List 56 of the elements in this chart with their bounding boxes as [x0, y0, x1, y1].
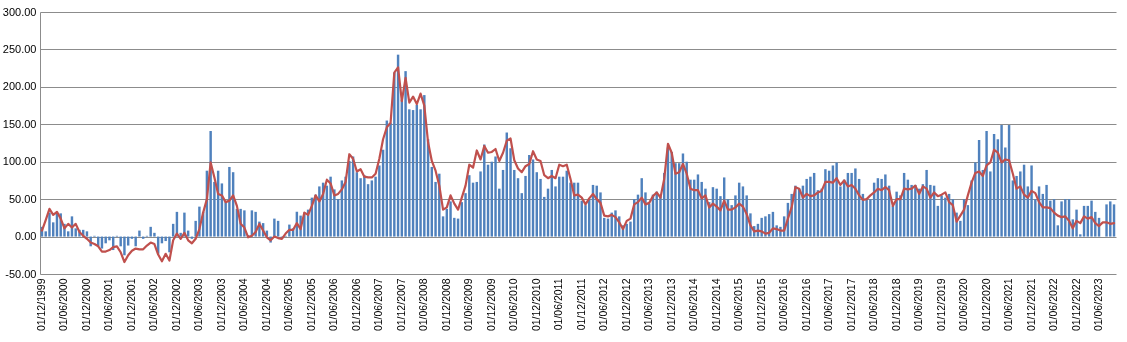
- x-tick-label: 01/12/2011: [574, 278, 587, 331]
- y-tick-label: 200.00: [2, 80, 37, 93]
- x-tick-label: 01/12/2009: [484, 278, 497, 332]
- x-tick-label: 01/06/2023: [1092, 278, 1105, 332]
- x-tick-label: 01/06/2022: [1047, 278, 1060, 332]
- x-tick-label: 01/12/2015: [754, 278, 767, 332]
- y-tick-label: 150.00: [2, 117, 37, 130]
- x-tick-label: 01/12/2001: [124, 278, 137, 332]
- x-tick-label: 01/06/2002: [147, 278, 160, 332]
- y-tick-label: -50.00: [5, 267, 37, 280]
- x-tick-label: 01/06/2014: [687, 278, 700, 332]
- y-tick-label: 100.00: [2, 155, 37, 168]
- x-tick-label: 01/06/2006: [327, 278, 340, 332]
- x-tick-label: 01/12/2014: [709, 278, 722, 332]
- y-tick-label: 250.00: [2, 42, 37, 55]
- x-tick-label: 01/12/2020: [979, 278, 992, 332]
- x-tick-label: 01/06/2010: [507, 278, 520, 332]
- x-tick-label: 01/06/2021: [1002, 278, 1015, 332]
- x-tick-label: 01/06/2017: [822, 278, 835, 332]
- x-tick-label: 01/12/2019: [934, 278, 947, 332]
- x-tick-label: 01/06/2005: [282, 278, 295, 332]
- x-tick-label: 01/12/2016: [799, 278, 812, 332]
- x-tick-label: 01/12/2022: [1069, 278, 1082, 332]
- x-tick-label: 01/12/1999: [34, 278, 47, 332]
- x-tick-label: 01/06/2003: [192, 278, 205, 332]
- x-tick-label: 01/12/2017: [844, 278, 857, 332]
- x-tick-label: 01/06/2001: [102, 278, 115, 332]
- x-tick-label: 01/06/2008: [417, 278, 430, 332]
- y-tick-label: 300.00: [2, 5, 37, 18]
- y-tick-label: 50.00: [8, 192, 37, 205]
- x-tick-label: 01/12/2021: [1024, 278, 1037, 332]
- x-tick-label: 01/12/2005: [304, 278, 317, 332]
- x-tick-label: 01/06/2015: [732, 278, 745, 332]
- x-tick-label: 01/12/2002: [169, 278, 182, 332]
- x-tick-label: 01/12/2006: [349, 278, 362, 332]
- x-tick-label: 01/12/2003: [214, 278, 227, 332]
- x-tick-label: 01/06/2004: [237, 278, 250, 332]
- x-tick-label: 01/12/2018: [889, 278, 902, 332]
- x-tick-label: 01/06/2009: [462, 278, 475, 332]
- x-tick-label: 01/12/2010: [529, 278, 542, 332]
- x-tick-label: 01/12/2013: [664, 278, 677, 332]
- x-tick-label: 01/06/2019: [912, 278, 925, 332]
- x-tick-label: 01/06/2020: [957, 278, 970, 332]
- x-tick-label: 01/06/2013: [642, 278, 655, 332]
- x-tick-label: 01/12/2012: [619, 278, 632, 332]
- x-tick-label: 01/06/2018: [867, 278, 880, 332]
- x-tick-label: 01/06/2000: [57, 278, 70, 332]
- x-tick-label: 01/12/2008: [439, 278, 452, 332]
- x-tick-label: 01/06/2012: [597, 278, 610, 332]
- x-tick-label: 01/12/2007: [394, 278, 407, 332]
- x-tick-label: 01/12/2004: [259, 278, 272, 332]
- x-tick-label: 01/12/2000: [79, 278, 92, 332]
- x-tick-label: 01/06/2007: [372, 278, 385, 332]
- x-tick-label: 01/06/2016: [777, 278, 790, 332]
- y-tick-label: 0.00: [15, 230, 37, 243]
- x-tick-label: 01/06/2011: [552, 278, 565, 331]
